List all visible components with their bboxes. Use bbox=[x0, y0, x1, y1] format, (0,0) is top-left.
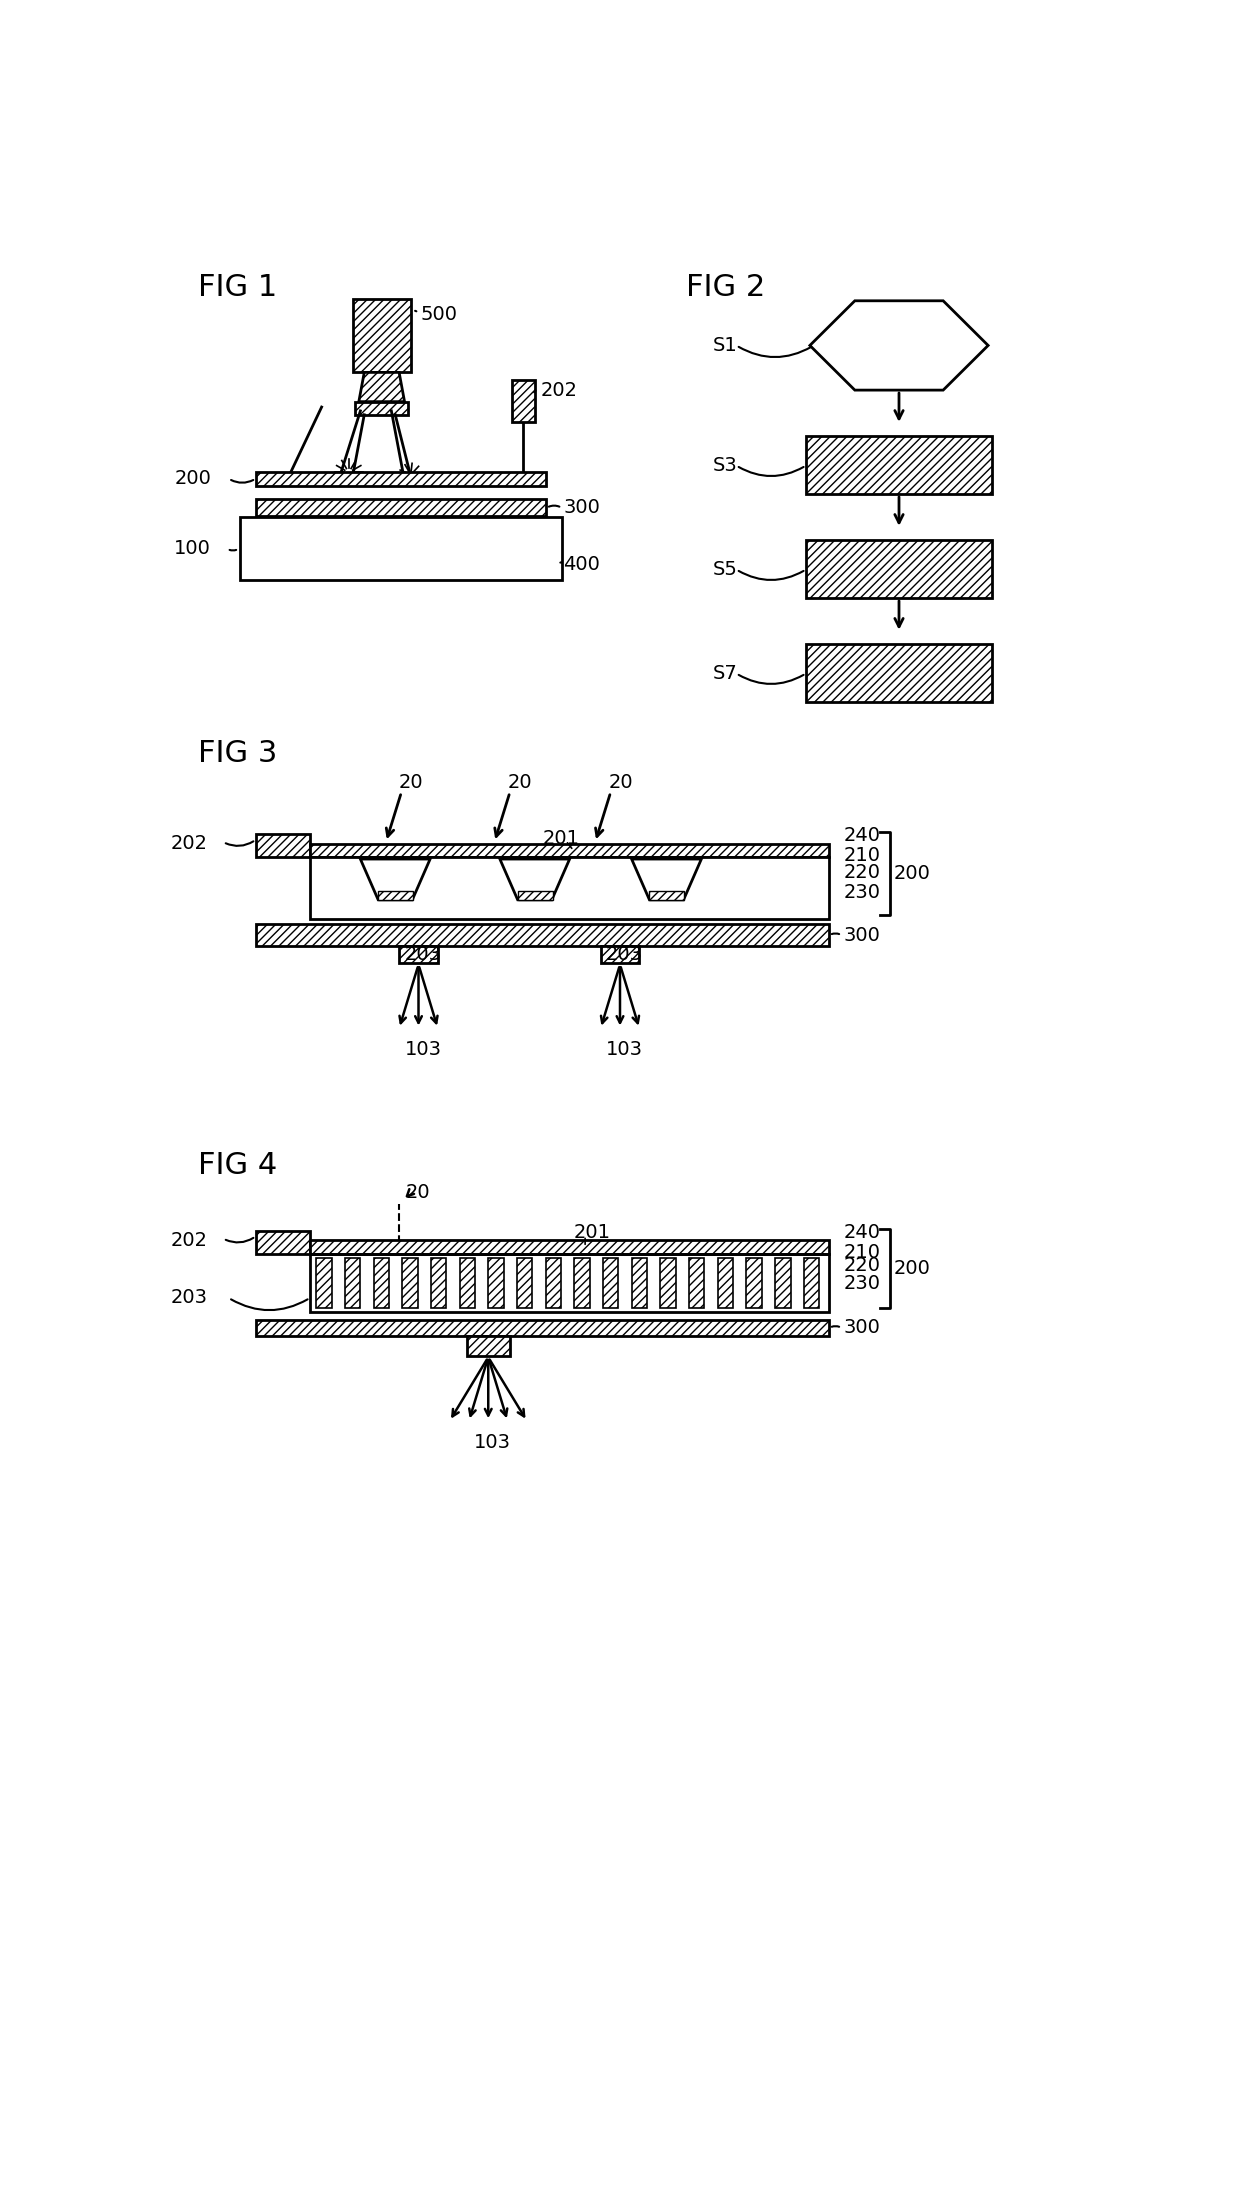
Bar bbox=[255, 1230, 310, 1255]
Text: S7: S7 bbox=[713, 664, 738, 684]
Text: FIG 4: FIG 4 bbox=[197, 1151, 277, 1180]
Text: 210: 210 bbox=[843, 847, 880, 864]
Bar bbox=[255, 924, 830, 946]
Text: FIG 2: FIG 2 bbox=[686, 273, 765, 302]
Bar bbox=[460, 1257, 475, 1308]
Bar bbox=[255, 833, 310, 858]
Text: 202: 202 bbox=[171, 833, 207, 853]
Text: 230: 230 bbox=[843, 1274, 880, 1292]
Polygon shape bbox=[631, 860, 702, 900]
Bar bbox=[746, 1257, 761, 1308]
Bar bbox=[600, 946, 640, 964]
Text: 240: 240 bbox=[843, 827, 880, 845]
Text: S3: S3 bbox=[713, 456, 738, 474]
Text: S1: S1 bbox=[713, 335, 738, 355]
Bar bbox=[804, 1257, 820, 1308]
Polygon shape bbox=[361, 860, 430, 900]
Bar bbox=[806, 437, 992, 494]
Bar bbox=[775, 1257, 791, 1308]
Bar bbox=[650, 891, 684, 900]
Bar bbox=[316, 1257, 332, 1308]
Text: FIG 1: FIG 1 bbox=[197, 273, 277, 302]
Bar bbox=[255, 501, 547, 516]
Text: 202: 202 bbox=[171, 1230, 207, 1250]
Bar bbox=[310, 1239, 830, 1255]
Text: 300: 300 bbox=[843, 1319, 880, 1338]
Text: 20: 20 bbox=[609, 774, 632, 792]
Bar bbox=[373, 1257, 389, 1308]
Bar bbox=[806, 644, 992, 701]
Bar bbox=[511, 379, 534, 423]
Bar bbox=[352, 300, 410, 373]
Bar bbox=[402, 1257, 418, 1308]
Text: 203: 203 bbox=[404, 946, 441, 964]
Bar bbox=[517, 1257, 532, 1308]
Bar bbox=[631, 1257, 647, 1308]
Bar bbox=[399, 946, 438, 964]
Text: 220: 220 bbox=[843, 1257, 880, 1274]
Text: 400: 400 bbox=[563, 556, 600, 573]
Text: 103: 103 bbox=[404, 1041, 441, 1058]
Bar bbox=[603, 1257, 619, 1308]
Text: 203: 203 bbox=[606, 946, 644, 964]
Text: 500: 500 bbox=[420, 304, 458, 324]
Bar bbox=[310, 845, 830, 858]
Bar bbox=[310, 858, 830, 919]
Text: 300: 300 bbox=[563, 498, 600, 518]
Bar bbox=[806, 540, 992, 598]
Text: 103: 103 bbox=[606, 1041, 644, 1058]
Text: 100: 100 bbox=[175, 540, 211, 558]
Bar bbox=[489, 1257, 503, 1308]
Text: 200: 200 bbox=[894, 1259, 930, 1279]
Bar bbox=[255, 1319, 830, 1336]
Text: 103: 103 bbox=[474, 1433, 511, 1453]
Bar bbox=[255, 472, 547, 485]
Text: 202: 202 bbox=[541, 381, 577, 399]
Text: 201: 201 bbox=[543, 829, 579, 847]
Text: 200: 200 bbox=[894, 864, 930, 884]
Bar bbox=[345, 1257, 361, 1308]
Text: 230: 230 bbox=[843, 882, 880, 902]
Text: 300: 300 bbox=[843, 926, 880, 944]
Bar bbox=[310, 1255, 830, 1312]
Bar bbox=[378, 891, 413, 900]
Bar bbox=[467, 1336, 510, 1356]
Bar bbox=[718, 1257, 733, 1308]
Text: FIG 3: FIG 3 bbox=[197, 739, 277, 767]
Text: 20: 20 bbox=[405, 1182, 430, 1202]
Text: 20: 20 bbox=[507, 774, 532, 792]
Bar bbox=[241, 518, 562, 580]
Polygon shape bbox=[500, 860, 569, 900]
Text: 210: 210 bbox=[843, 1244, 880, 1261]
Text: 200: 200 bbox=[175, 470, 211, 487]
Bar bbox=[689, 1257, 704, 1308]
Text: 240: 240 bbox=[843, 1224, 880, 1241]
Bar bbox=[574, 1257, 590, 1308]
Text: 20: 20 bbox=[399, 774, 424, 792]
Bar bbox=[432, 1257, 446, 1308]
Text: 203: 203 bbox=[171, 1288, 207, 1308]
Polygon shape bbox=[358, 373, 404, 401]
Polygon shape bbox=[810, 300, 988, 390]
Bar bbox=[518, 891, 553, 900]
Bar bbox=[355, 401, 408, 415]
Text: S5: S5 bbox=[713, 560, 738, 580]
Text: 201: 201 bbox=[573, 1224, 610, 1241]
Bar bbox=[660, 1257, 676, 1308]
Bar bbox=[546, 1257, 560, 1308]
Text: 220: 220 bbox=[843, 864, 880, 882]
